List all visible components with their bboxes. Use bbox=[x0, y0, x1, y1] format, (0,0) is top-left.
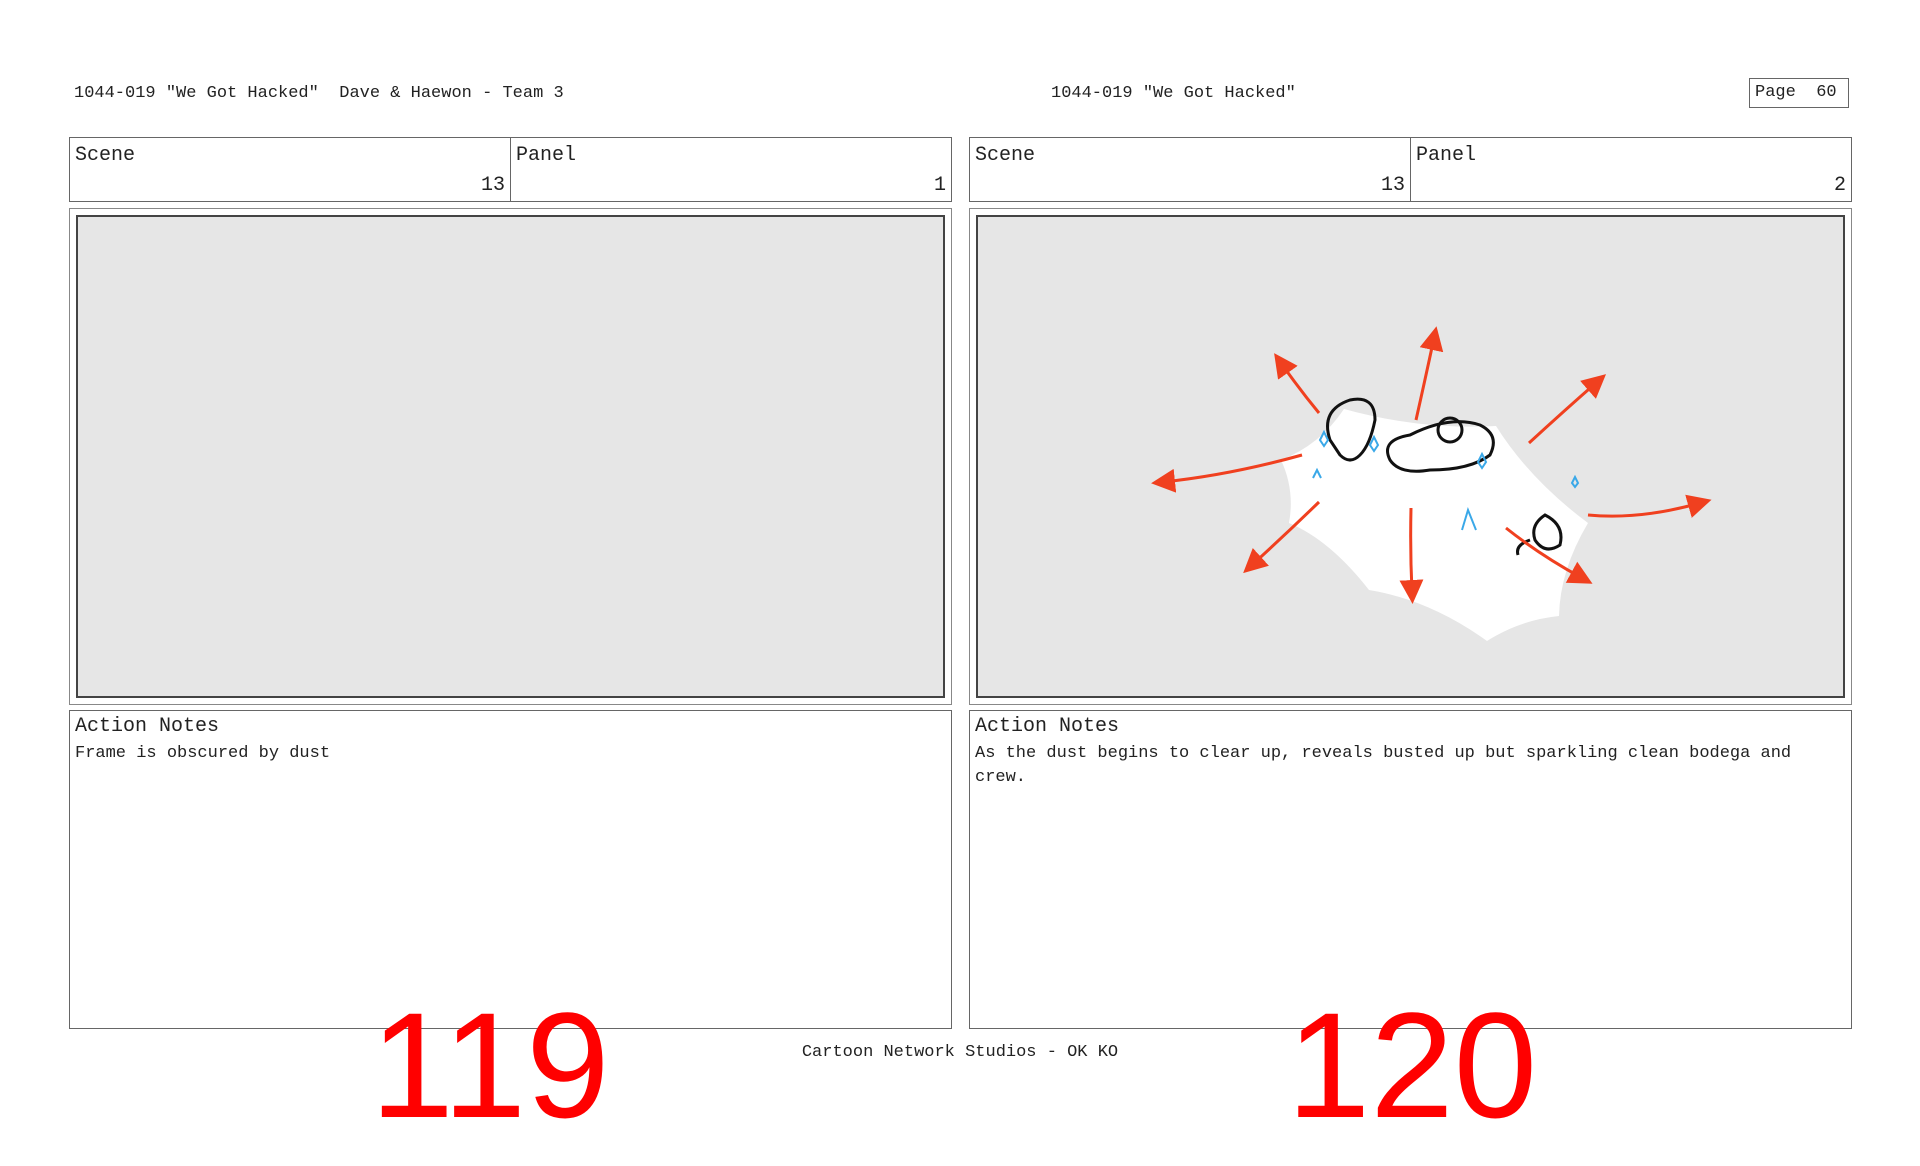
arrow-right bbox=[1587, 494, 1712, 518]
page-number: 60 bbox=[1816, 83, 1837, 102]
sparkle-marks bbox=[1312, 429, 1580, 531]
arrow-up bbox=[1414, 326, 1444, 421]
panel-label: Panel bbox=[1416, 144, 1477, 167]
footer: Cartoon Network Studios - OK KO bbox=[801, 1043, 1119, 1062]
action-notes-1: Action Notes Frame is obscured by dust bbox=[69, 710, 952, 1029]
panel-number: 1 bbox=[933, 174, 946, 197]
scene-number: 13 bbox=[480, 174, 505, 197]
notes-title: Action Notes bbox=[975, 715, 1120, 738]
header-left: 1044-019 "We Got Hacked" Dave & Haewon -… bbox=[74, 84, 564, 103]
scene-label: Scene bbox=[975, 144, 1036, 167]
arrow-down-left bbox=[1243, 500, 1321, 574]
page-number-box: Page 60 bbox=[1749, 78, 1849, 108]
panel-number-119: 119 bbox=[370, 981, 610, 1149]
panel-frame-1 bbox=[69, 208, 952, 705]
header-center: 1044-019 "We Got Hacked" bbox=[1051, 84, 1296, 103]
crew-sketch bbox=[1326, 397, 1563, 556]
arrow-left bbox=[1151, 453, 1303, 493]
scene-number: 13 bbox=[1380, 174, 1405, 197]
panel-image-1 bbox=[76, 215, 945, 698]
action-notes-2: Action Notes As the dust begins to clear… bbox=[969, 710, 1852, 1029]
notes-title: Action Notes bbox=[75, 715, 220, 738]
arrow-down-right bbox=[1505, 526, 1593, 584]
arrow-up-right bbox=[1527, 374, 1607, 445]
notes-text: As the dust begins to clear up, reveals … bbox=[975, 744, 1792, 787]
motion-arrows bbox=[1151, 326, 1712, 604]
arrow-up-left bbox=[1274, 353, 1321, 414]
panel-number: 2 bbox=[1833, 174, 1846, 197]
dust-sheet bbox=[1281, 409, 1588, 641]
panel-label: Panel bbox=[516, 144, 577, 167]
page-label: Page bbox=[1755, 83, 1796, 102]
panel-number-120: 120 bbox=[1286, 981, 1538, 1149]
scene-panel-row-2: Scene 13 Panel 2 bbox=[969, 137, 1852, 202]
scene-label: Scene bbox=[75, 144, 136, 167]
notes-text: Frame is obscured by dust bbox=[75, 744, 331, 763]
scene-panel-row-1: Scene 13 Panel 1 bbox=[69, 137, 952, 202]
arrow-down bbox=[1399, 507, 1424, 604]
